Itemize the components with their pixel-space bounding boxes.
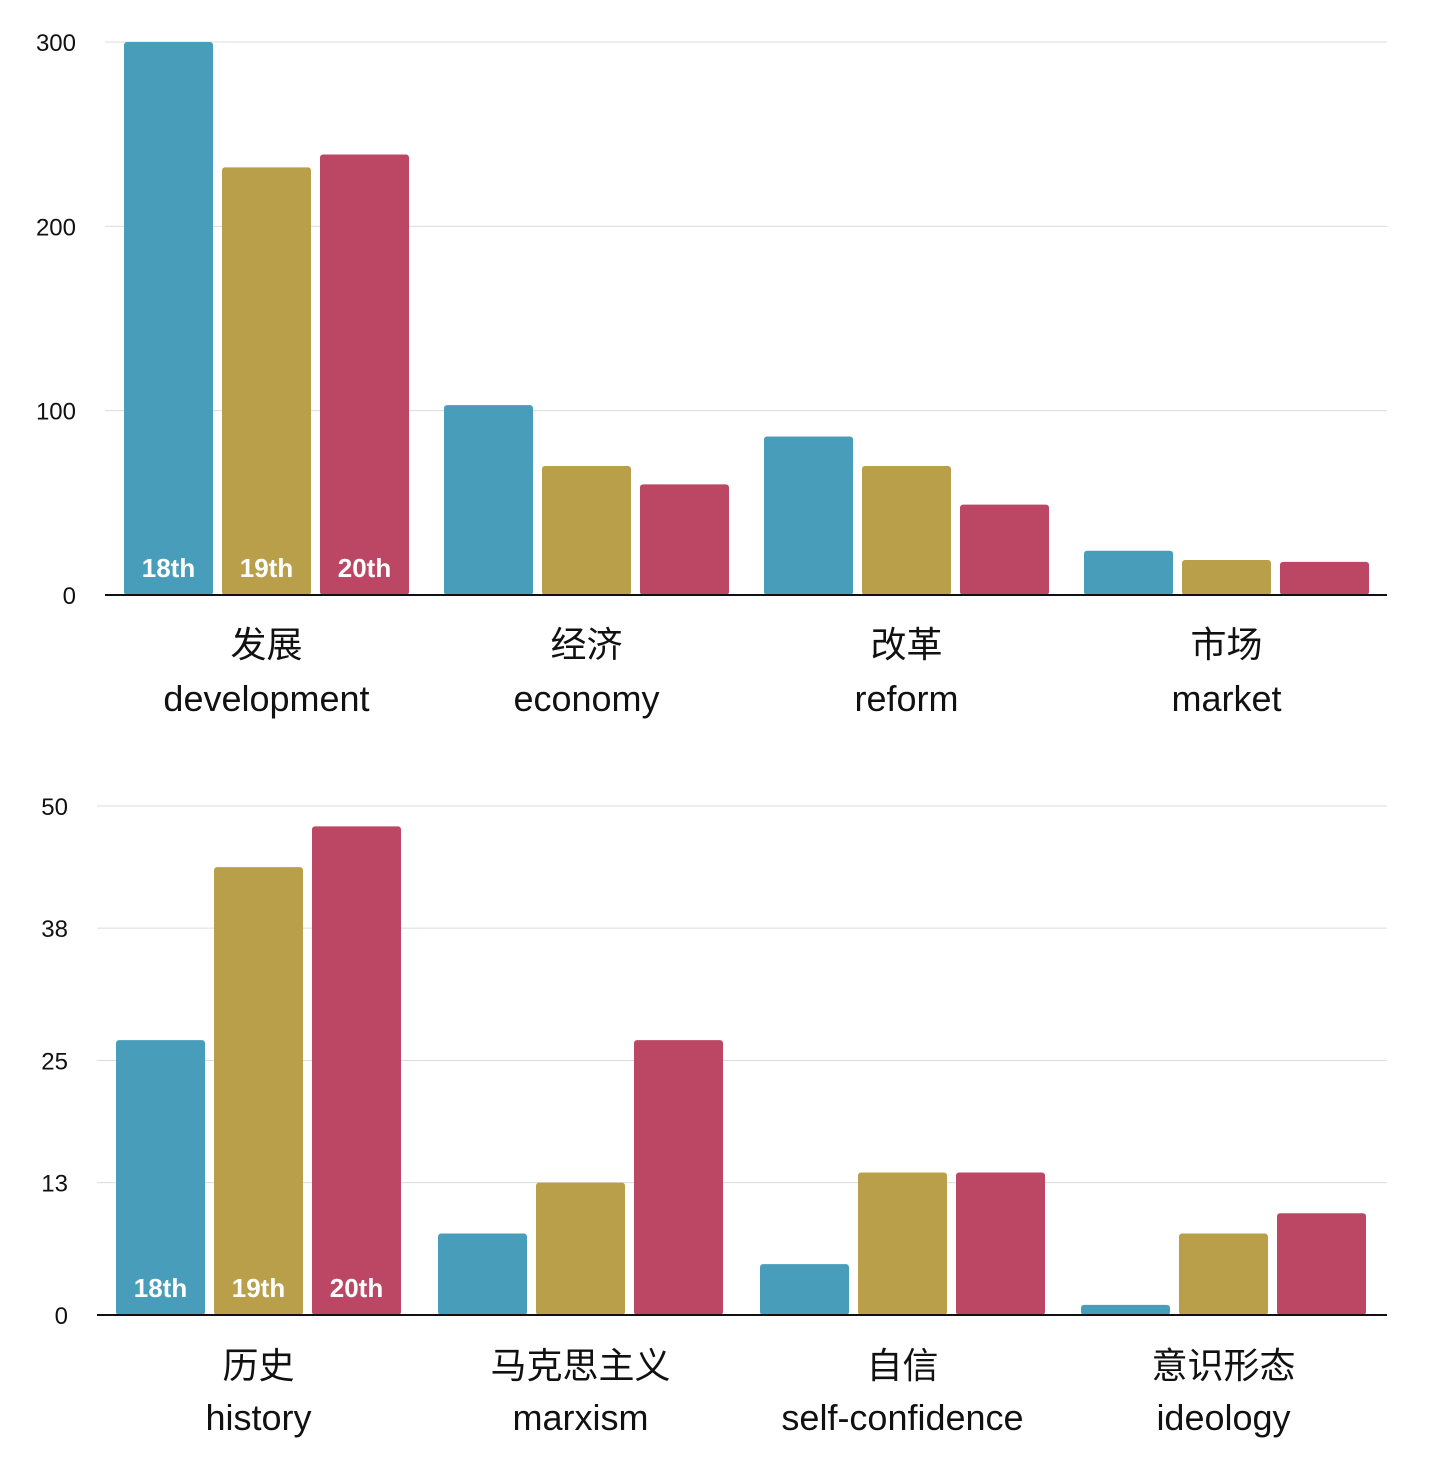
bar-18th-economy: [444, 405, 533, 595]
y-tick-label: 13: [41, 1171, 68, 1198]
y-tick-label: 0: [63, 583, 76, 610]
bar-19th-economy: [542, 465, 631, 595]
y-tick-label: 200: [36, 214, 76, 241]
series-label-19th: 19th: [240, 553, 293, 583]
bar-18th-marxism: [438, 1233, 527, 1315]
bar-20th-economy: [640, 484, 729, 595]
y-tick-label: 100: [36, 399, 76, 426]
bar-18th-history: [116, 1040, 205, 1315]
y-tick-label: 300: [36, 30, 76, 57]
y-tick-label: 25: [41, 1049, 68, 1076]
bar-19th-ideology: [1179, 1233, 1268, 1315]
bar-20th-marxism: [634, 1040, 723, 1315]
category-label-cn: 历史: [222, 1346, 294, 1387]
category-label-en: development: [163, 678, 369, 719]
bar-20th-ideology: [1277, 1213, 1366, 1315]
bar-20th-development: [320, 154, 409, 595]
bar-18th-market: [1084, 550, 1173, 595]
category-label-cn: 经济: [550, 625, 622, 666]
bar-19th-market: [1182, 559, 1271, 595]
bar-18th-reform: [764, 436, 853, 595]
category-label-en: marxism: [513, 1397, 649, 1438]
bar-18th-development: [124, 42, 213, 595]
series-label-20th: 20th: [338, 553, 391, 583]
bar-19th-marxism: [536, 1182, 625, 1315]
category-label-en: reform: [854, 678, 958, 719]
y-tick-label: 0: [55, 1303, 68, 1330]
chart-top: 0 100 200 300 18th 19th 20th 发展 development 经济 eco…: [36, 30, 1387, 719]
bar-19th-development: [222, 167, 311, 595]
bar-20th-reform: [960, 504, 1049, 595]
bar-20th-market: [1280, 561, 1369, 595]
y-tick-label: 50: [41, 794, 68, 821]
bar-19th-self-confidence: [858, 1172, 947, 1315]
category-label-cn: 发展: [230, 625, 302, 666]
y-tick-label: 38: [41, 916, 68, 943]
category-label-en: market: [1171, 678, 1281, 719]
category-label-cn: 自信: [866, 1346, 938, 1387]
category-label-cn: 马克思主义: [490, 1346, 670, 1387]
bar-20th-self-confidence: [956, 1172, 1045, 1315]
series-label-18th: 18th: [134, 1273, 187, 1303]
category-label-en: economy: [513, 678, 659, 719]
series-label-19th: 19th: [232, 1273, 285, 1303]
series-label-20th: 20th: [330, 1273, 383, 1303]
bar-19th-history: [214, 867, 303, 1315]
bar-18th-ideology: [1081, 1304, 1170, 1315]
category-label-en: history: [205, 1397, 311, 1438]
bar-20th-history: [312, 826, 401, 1315]
category-label-cn: 意识形态: [1151, 1346, 1295, 1387]
category-label-en: ideology: [1156, 1397, 1290, 1438]
category-label-cn: 改革: [870, 625, 942, 666]
chart-bottom: 0 13 25 38 50 18th 19th 20th 历史 history 马克思主义 marxi…: [41, 794, 1387, 1438]
series-label-18th: 18th: [142, 553, 195, 583]
category-label-en: self-confidence: [781, 1397, 1023, 1438]
bar-18th-self-confidence: [760, 1264, 849, 1315]
bar-19th-reform: [862, 465, 951, 595]
category-label-cn: 市场: [1190, 625, 1262, 666]
